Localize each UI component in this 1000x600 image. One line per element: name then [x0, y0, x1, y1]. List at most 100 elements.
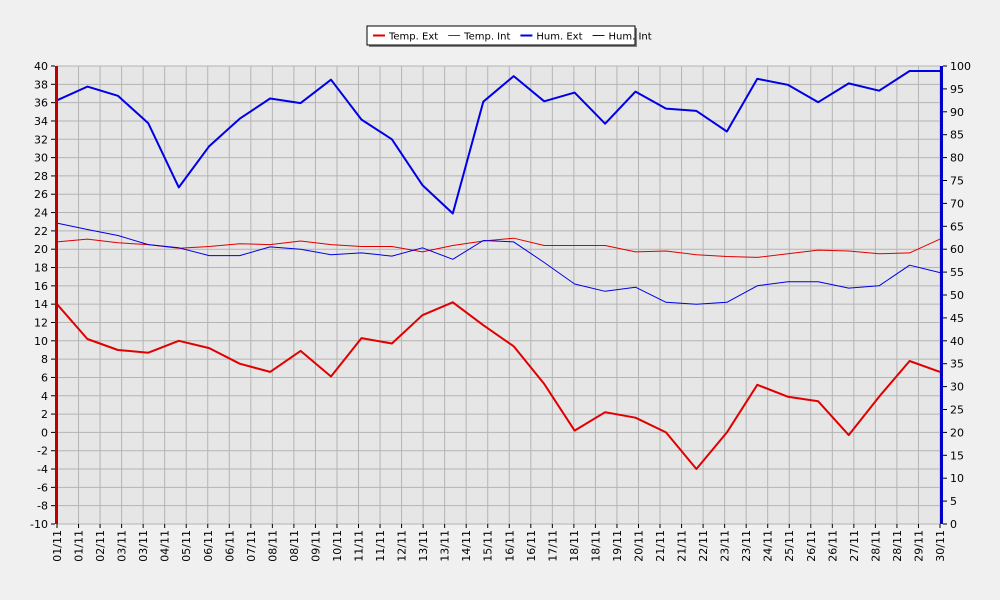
x-tick-label: 08/11 [288, 530, 301, 562]
right-tick-label: 80 [950, 152, 964, 165]
x-tick-label: 01/11 [73, 530, 86, 562]
x-tick-label: 03/11 [137, 530, 150, 562]
right-tick-label: 10 [950, 472, 964, 485]
x-tick-label: 04/11 [159, 530, 172, 562]
left-tick-label: 2 [41, 408, 48, 421]
x-tick-label: 30/11 [934, 530, 947, 562]
x-tick-label: 22/11 [697, 530, 710, 562]
x-tick-label: 03/11 [116, 530, 129, 562]
right-tick-label: 95 [950, 83, 964, 96]
right-tick-label: 25 [950, 404, 964, 417]
right-tick-label: 55 [950, 266, 964, 279]
x-tick-label: 20/11 [632, 530, 645, 562]
left-tick-label: 40 [34, 60, 48, 73]
right-tick-label: 75 [950, 175, 964, 188]
x-tick-label: 14/11 [460, 530, 473, 562]
x-tick-label: 26/11 [826, 530, 839, 562]
legend-label: Temp. Int [463, 32, 510, 43]
x-tick-label: 29/11 [912, 530, 925, 562]
x-tick-label: 23/11 [719, 530, 732, 562]
right-tick-label: 45 [950, 312, 964, 325]
x-tick-label: 24/11 [762, 530, 775, 562]
left-tick-label: 38 [34, 78, 48, 91]
plot-area [57, 66, 940, 524]
left-tick-label: -4 [37, 463, 48, 476]
x-tick-label: 26/11 [805, 530, 818, 562]
x-tick-label: 05/11 [180, 530, 193, 562]
left-tick-label: 34 [34, 115, 48, 128]
x-tick-label: 11/11 [353, 530, 366, 562]
x-tick-label: 13/11 [439, 530, 452, 562]
left-tick-label: 24 [34, 207, 48, 220]
x-tick-label: 21/11 [676, 530, 689, 562]
series-line-temp-int [56, 237, 941, 258]
series-line-hum-ext [56, 70, 940, 215]
legend-label: Hum. Ext [536, 32, 582, 43]
right-tick-label: 20 [950, 426, 964, 439]
left-tick-label: 28 [34, 170, 48, 183]
right-axis-bar [940, 66, 943, 524]
x-tick-label: 10/11 [331, 530, 344, 562]
x-tick-label: 23/11 [740, 530, 753, 562]
left-tick-label: 4 [41, 390, 48, 403]
left-tick-label: 8 [41, 353, 48, 366]
left-tick-label: 32 [34, 133, 48, 146]
legend-label: Temp. Ext [388, 32, 438, 43]
x-tick-label: 16/11 [503, 530, 516, 562]
series-line-temp-ext [56, 301, 941, 470]
left-axis-bar [55, 66, 58, 524]
left-tick-label: 0 [41, 426, 48, 439]
legend-label: Hum. Int [609, 32, 652, 43]
right-tick-label: 0 [950, 518, 957, 531]
left-tick-label: 22 [34, 225, 48, 238]
x-tick-label: 06/11 [202, 530, 215, 562]
x-tick-label: 11/11 [374, 530, 387, 562]
x-tick-label: 02/11 [94, 530, 107, 562]
right-tick-label: 90 [950, 106, 964, 119]
right-tick-label: 30 [950, 381, 964, 394]
right-tick-label: 100 [950, 60, 971, 73]
left-tick-label: 16 [34, 280, 48, 293]
right-tick-label: 35 [950, 358, 964, 371]
x-tick-label: 16/11 [525, 530, 538, 562]
x-tick-label: 17/11 [546, 530, 559, 562]
x-tick-label: 18/11 [589, 530, 602, 562]
left-tick-label: -10 [30, 518, 48, 531]
right-tick-label: 70 [950, 197, 964, 210]
x-tick-label: 06/11 [223, 530, 236, 562]
right-tick-label: 85 [950, 129, 964, 142]
x-tick-label: 13/11 [417, 530, 430, 562]
right-tick-label: 60 [950, 243, 964, 256]
right-tick-label: 15 [950, 449, 964, 462]
right-tick-label: 50 [950, 289, 964, 302]
left-tick-label: 12 [34, 316, 48, 329]
x-tick-label: 28/11 [869, 530, 882, 562]
x-tick-label: 25/11 [783, 530, 796, 562]
legend-box [366, 25, 636, 46]
left-tick-label: 10 [34, 335, 48, 348]
left-tick-label: 14 [34, 298, 48, 311]
x-tick-label: 07/11 [245, 530, 258, 562]
left-tick-label: 20 [34, 243, 48, 256]
left-tick-label: 18 [34, 262, 48, 275]
x-tick-label: 18/11 [568, 530, 581, 562]
x-tick-label: 01/11 [51, 530, 64, 562]
x-tick-label: 09/11 [309, 530, 322, 562]
x-tick-label: 28/11 [891, 530, 904, 562]
x-tick-label: 19/11 [611, 530, 624, 562]
left-tick-label: 26 [34, 188, 48, 201]
left-tick-label: 30 [34, 152, 48, 165]
left-tick-label: -8 [37, 500, 48, 513]
right-tick-label: 5 [950, 495, 957, 508]
series-line-hum-int [56, 222, 941, 305]
left-tick-label: 6 [41, 371, 48, 384]
left-tick-label: -2 [37, 445, 48, 458]
x-tick-label: 12/11 [396, 530, 409, 562]
x-tick-label: 21/11 [654, 530, 667, 562]
left-tick-label: -6 [37, 481, 48, 494]
x-tick-label: 08/11 [266, 530, 279, 562]
left-tick-label: 36 [34, 97, 48, 110]
right-tick-label: 40 [950, 335, 964, 348]
